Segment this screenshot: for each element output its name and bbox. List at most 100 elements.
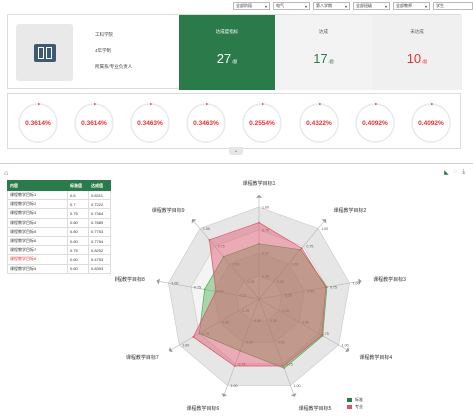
table-row[interactable]: 课程教学目标5 0.80 0.7753 [7, 226, 111, 237]
radar-tick-label: 0.75 [330, 286, 337, 290]
table-cell-val: 0.7753 [88, 226, 111, 237]
goal-table: 内容 标准值 达成值 课程教学目标1 0.6 0.8311 课程教学目标2 0.7 0.7… [7, 180, 111, 274]
gauge-value: 0.3463% [193, 119, 219, 127]
stat-total-value: 27 [216, 51, 232, 66]
table-row[interactable]: 课程教学目标9 0.60 0.8393 [7, 263, 111, 274]
class-select[interactable]: 全部班级 ▾ [353, 2, 390, 10]
gauge-value: 0.3463% [137, 119, 163, 127]
gauge-value: 0.2554% [249, 119, 275, 127]
stage-select[interactable]: 全部阶段 ▾ [233, 2, 270, 10]
radar-tick-label: 0.75 [238, 362, 245, 366]
table-cell-name: 课程教学目标6 [7, 235, 68, 247]
stat-not-achieved[interactable]: 未达成 10/题 [372, 15, 462, 90]
radar-axis-line [193, 221, 260, 300]
radar-point [233, 365, 236, 367]
radar-tick-label: 0.75 [194, 286, 201, 290]
summary-card: 工科学院 4年学制 所属系/专业负责人 达成度指标 27/题 达成 17/题 未… [7, 14, 462, 90]
gauge-arc [242, 103, 282, 143]
chevron-down-icon: ⌄ [233, 148, 239, 154]
chart-legend: 标准 专业 [347, 396, 363, 410]
major-select-value: 电气 [276, 3, 284, 8]
table-row[interactable]: 课程教学目标2 0.7 0.7222 [7, 199, 111, 210]
table-row[interactable]: 课程教学目标6 0.60 0.7754 [7, 235, 111, 247]
stat-not-achieved-label: 未达成 [410, 29, 424, 34]
radar-tick-label: 0.75 [202, 332, 209, 336]
radar-axis-arrow [290, 393, 297, 397]
gauge-strip: 0.3614% 0.3614% 0.3463% 0.3463% 0.2554% … [7, 93, 461, 149]
radar-tick-label: 0.75 [306, 245, 313, 249]
radar-point [283, 367, 286, 370]
table-cell-val: 0.7222 [88, 199, 111, 210]
expand-toggle[interactable]: ⌄ [229, 147, 243, 155]
class-select-value: 全部班级 [356, 3, 372, 8]
radar-tick-label: 0.75 [262, 229, 269, 233]
course-info: 工科学院 4年学制 所属系/专业负责人 [95, 27, 132, 75]
chart-type-icon[interactable]: ◣ [444, 170, 449, 176]
col-header-standard: 标准值 [67, 180, 89, 191]
table-cell-val: 0.8393 [88, 263, 111, 274]
stat-achieved-value: 17 [313, 51, 328, 66]
school-text: 工科学院 [95, 32, 113, 37]
search-input[interactable]: 学生 [433, 2, 473, 10]
stat-total-label: 达成度指标 [215, 29, 239, 34]
col-header-achieved: 达成值 [88, 180, 111, 191]
radar-axis-line [258, 298, 294, 395]
gauge-arc [355, 103, 395, 143]
major-select[interactable]: 电气 ▾ [273, 2, 310, 10]
semester-select-value: 第八学期 [316, 3, 332, 8]
gauge-arc [74, 103, 114, 143]
radar-axis-arrow [321, 219, 327, 224]
radar-axis-label: 课程教学目标6 [187, 405, 220, 412]
radar-point [215, 290, 217, 293]
teacher-select[interactable]: 全部教师 ▾ [393, 2, 430, 10]
search-input-value: 学生 [436, 3, 444, 8]
table-cell-val: 0.8252 [88, 245, 111, 256]
radar-tick-label: 0.25 [254, 319, 261, 323]
radar-tick-label: 1.00 [171, 282, 178, 286]
table-cell-name: 课程教学目标4 [7, 217, 68, 228]
table-cell-val: 0.7754 [88, 235, 111, 247]
radar-axis-arrow [256, 194, 262, 198]
radar-tick-label: 0.25 [262, 275, 269, 279]
stat-not-achieved-unit: /题 [422, 59, 428, 64]
duration-text: 4年学制 [95, 48, 112, 53]
download-icon[interactable]: ⤓ [462, 169, 465, 175]
radar-axis-line [159, 281, 260, 300]
table-row[interactable]: 课程教学目标3 0.75 0.7364 [7, 208, 111, 219]
legend-item[interactable]: 专业 [347, 403, 363, 410]
table-cell-std: 0.6 [67, 189, 89, 201]
gauge-arc [18, 103, 58, 143]
table-row[interactable]: 课程教学目标1 0.6 0.8311 [7, 189, 111, 201]
gauge: 0.3463% [184, 101, 228, 145]
radar-axis-arrow [191, 219, 197, 224]
radar-series-2 [192, 222, 327, 367]
gauge-value: 0.4092% [418, 119, 444, 127]
table-row[interactable]: 课程教学目标4 0.80 0.7889 [7, 217, 111, 228]
radar-tick-label: 0.50 [307, 290, 314, 294]
radar-point [239, 349, 242, 352]
home-icon[interactable]: ⌂ [4, 170, 9, 177]
radar-tick-label: 1.00 [182, 344, 189, 348]
chart-toolbar: ◣ ◌ ⤓ [444, 169, 465, 176]
semester-select[interactable]: 第八学期 ▾ [313, 2, 350, 10]
stat-total[interactable]: 达成度指标 27/题 [179, 15, 275, 90]
radar-tick-label: 0.25 [277, 280, 284, 284]
table-cell-std: 0.60 [67, 235, 89, 247]
table-row[interactable]: 课程教学目标7 0.75 0.8252 [7, 245, 111, 256]
table-cell-name: 课程教学目标3 [7, 208, 68, 219]
radar-tick-label: 0.50 [222, 321, 229, 325]
radar-axis-arrow [358, 278, 362, 285]
table-cell-name: 课程教学目标5 [7, 226, 68, 237]
gauge: 0.2554% [240, 101, 284, 145]
radar-axis-line [258, 281, 359, 300]
radar-axis-arrow [156, 278, 160, 285]
legend-item[interactable]: 标准 [347, 396, 363, 403]
refresh-icon[interactable]: ◌ [453, 169, 458, 175]
radar-point [320, 334, 323, 337]
stat-achieved[interactable]: 达成 17/题 [275, 15, 372, 90]
radar-tick-label: 0.75 [218, 245, 225, 249]
radar-tick-label: 0.25 [242, 309, 249, 313]
table-row[interactable]: 课程教学目标8 0.60 0.4753 [7, 254, 111, 265]
table-cell-val: 0.4753 [88, 254, 111, 265]
legend-label: 标准 [355, 396, 363, 402]
